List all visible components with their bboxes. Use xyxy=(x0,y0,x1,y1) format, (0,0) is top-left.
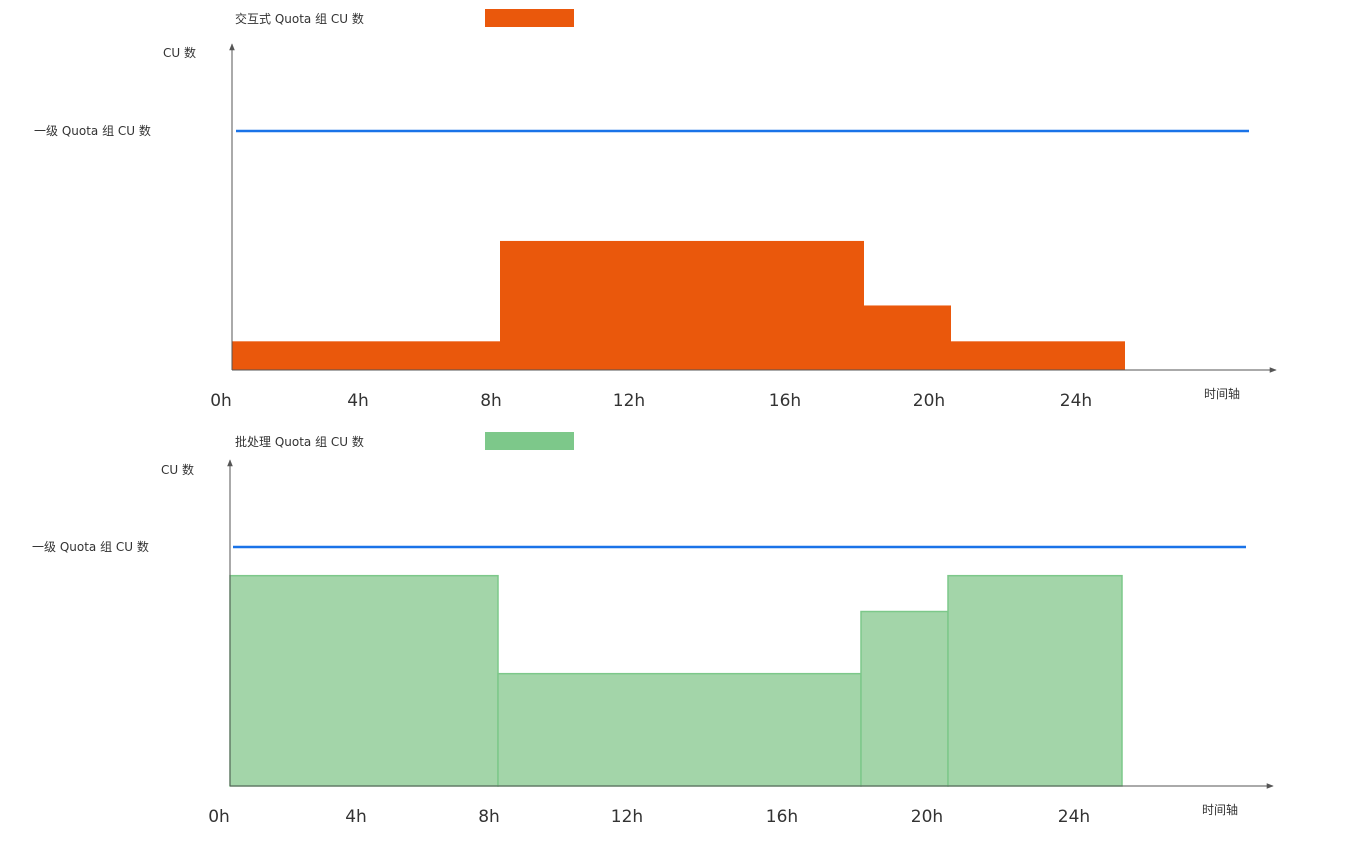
interactive-quota-chart: 交互式 Quota 组 CU 数 CU 数 一级 Quota 组 CU 数 0h… xyxy=(34,9,1277,411)
x-tick-label: 4h xyxy=(347,391,369,411)
reference-line-label: 一级 Quota 组 CU 数 xyxy=(32,539,149,554)
x-tick-label: 20h xyxy=(913,391,945,411)
x-tick-label: 12h xyxy=(611,807,643,827)
x-tick-label: 8h xyxy=(478,807,500,827)
x-tick-label: 12h xyxy=(613,391,645,411)
legend-label: 交互式 Quota 组 CU 数 xyxy=(235,11,364,26)
x-tick-label: 24h xyxy=(1058,807,1090,827)
step-area xyxy=(232,240,1125,370)
step-area xyxy=(229,574,1123,787)
x-tick-label: 24h xyxy=(1060,391,1092,411)
x-tick-label: 20h xyxy=(911,807,943,827)
step-bar xyxy=(500,240,864,370)
reference-line-label: 一级 Quota 组 CU 数 xyxy=(34,123,151,138)
legend-label: 批处理 Quota 组 CU 数 xyxy=(235,434,364,449)
legend-swatch xyxy=(485,432,574,450)
y-axis-label: CU 数 xyxy=(163,45,196,60)
step-bar xyxy=(497,672,862,787)
step-bar xyxy=(860,610,949,787)
step-bar xyxy=(864,305,951,370)
step-bar xyxy=(229,574,499,787)
x-axis-label: 时间轴 xyxy=(1202,802,1238,817)
step-bar xyxy=(232,341,500,370)
x-axis-label: 时间轴 xyxy=(1204,386,1240,401)
step-bar xyxy=(947,574,1123,787)
x-tick-label: 16h xyxy=(766,807,798,827)
legend-swatch xyxy=(485,9,574,27)
x-tick-label: 16h xyxy=(769,391,801,411)
x-tick-label: 0h xyxy=(210,391,232,411)
batch-quota-chart: 批处理 Quota 组 CU 数 CU 数 一级 Quota 组 CU 数 0h… xyxy=(32,432,1274,827)
x-tick-label: 0h xyxy=(208,807,230,827)
x-tick-label: 4h xyxy=(345,807,367,827)
x-tick-label: 8h xyxy=(480,391,502,411)
step-bar xyxy=(951,341,1125,370)
y-axis-label: CU 数 xyxy=(161,462,194,477)
